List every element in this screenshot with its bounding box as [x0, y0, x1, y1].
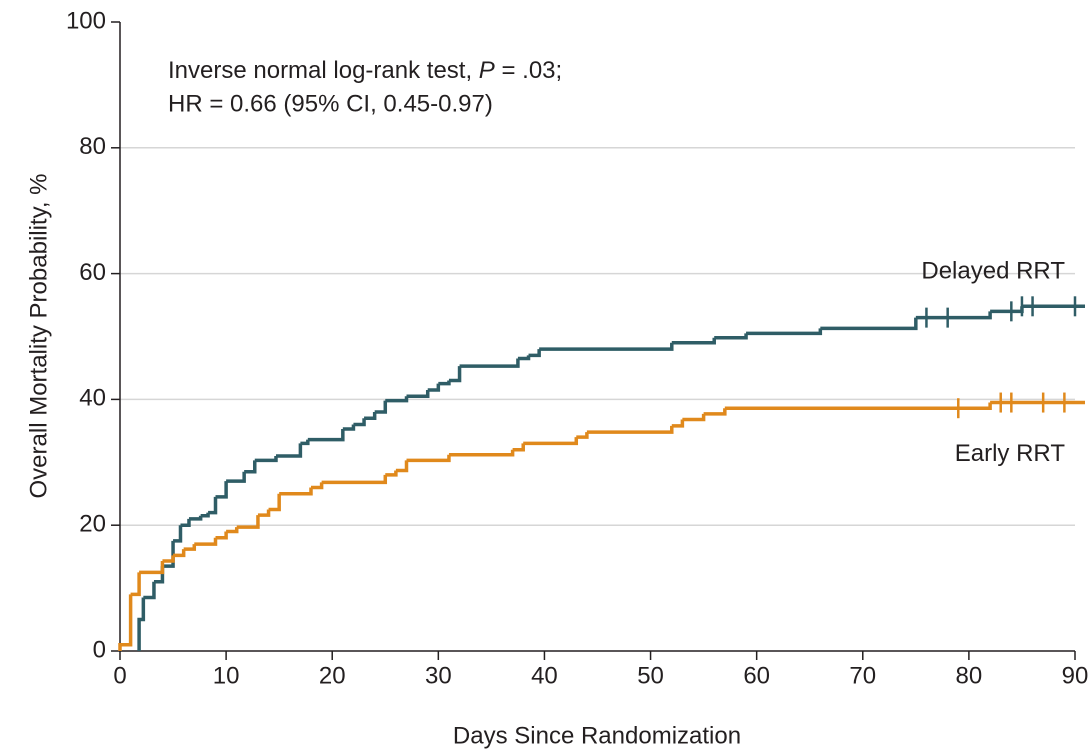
- step-segment: [143, 581, 156, 600]
- step-segment: [990, 306, 1024, 314]
- step-segment: [448, 449, 515, 457]
- step-segment: [385, 470, 398, 477]
- step-segment: [342, 424, 356, 431]
- step-segment: [459, 358, 520, 368]
- step-segment: [364, 411, 377, 421]
- annotation-text: P: [479, 57, 495, 84]
- step-segment: [682, 413, 706, 422]
- x-tick-label: 60: [743, 662, 770, 689]
- step-segment: [438, 380, 451, 386]
- step-segment: [254, 456, 278, 463]
- y-tick-label: 60: [79, 259, 106, 286]
- y-tick-label: 100: [66, 7, 106, 34]
- x-axis-title: Days Since Randomization: [453, 722, 741, 749]
- step-segment: [385, 396, 409, 403]
- step-segment: [395, 460, 409, 473]
- step-segment: [137, 597, 146, 651]
- step-segment: [321, 474, 388, 485]
- step-segment: [374, 400, 388, 414]
- annotation-text: = .03;: [495, 57, 562, 84]
- y-axis-title: Overall Mortality Probability, %: [25, 174, 52, 499]
- y-tick-label: 80: [79, 133, 106, 160]
- step-segment: [215, 531, 228, 540]
- step-segment: [512, 443, 525, 452]
- step-segment: [586, 425, 674, 434]
- step-segment: [406, 389, 430, 399]
- step-segment: [173, 549, 186, 558]
- step-segment: [427, 383, 441, 392]
- annotation: HR = 0.66 (95% CI, 0.45-0.97): [168, 90, 493, 117]
- x-tick-label: 10: [213, 662, 240, 689]
- step-segment: [300, 439, 310, 446]
- x-tick-label: 90: [1062, 662, 1089, 689]
- step-segment: [215, 481, 228, 499]
- step-segment: [162, 555, 175, 563]
- step-segment: [703, 408, 727, 416]
- x-tick-label: 20: [319, 662, 346, 689]
- step-segment: [226, 471, 246, 483]
- step-segment: [671, 337, 716, 345]
- step-segment: [517, 355, 531, 361]
- x-tick-label: 70: [849, 662, 876, 689]
- step-segment: [162, 540, 175, 568]
- step-segment: [118, 594, 133, 651]
- step-segment: [714, 333, 748, 340]
- step-segment: [523, 437, 579, 446]
- step-segment: [236, 515, 260, 529]
- step-segment: [173, 525, 183, 543]
- step-segment: [268, 493, 281, 512]
- x-tick-label: 0: [113, 662, 126, 689]
- step-segment: [576, 432, 589, 439]
- step-segment: [139, 561, 165, 575]
- x-tick-label: 50: [637, 662, 664, 689]
- step-segment: [746, 328, 823, 336]
- annotation-text: Inverse normal log-rank test,: [168, 57, 479, 84]
- step-segment: [194, 537, 218, 546]
- step-segment: [180, 518, 191, 527]
- y-tick-label: 20: [79, 511, 106, 538]
- step-segment: [275, 443, 303, 458]
- step-segment: [279, 487, 313, 496]
- annotation: Inverse normal log-rank test, P = .03;: [168, 57, 562, 84]
- step-segment: [208, 496, 218, 515]
- step-segment: [915, 311, 992, 320]
- y-tick-label: 0: [93, 636, 106, 663]
- step-segment: [244, 460, 257, 474]
- step-segment: [406, 454, 451, 463]
- step-segment: [353, 418, 366, 427]
- step-segment: [226, 527, 239, 534]
- step-segment: [448, 366, 462, 383]
- step-segment: [188, 515, 203, 521]
- step-segment: [539, 342, 674, 351]
- step-segment: [311, 482, 324, 490]
- step-segment: [257, 509, 271, 517]
- step-segment: [671, 419, 685, 428]
- series-label: Early RRT: [955, 440, 1066, 467]
- series-label: Delayed RRT: [921, 258, 1065, 285]
- step-segment: [183, 544, 197, 551]
- step-segment: [724, 402, 992, 410]
- step-segment: [307, 428, 345, 442]
- x-tick-label: 30: [425, 662, 452, 689]
- step-segment: [130, 572, 141, 597]
- step-segment: [528, 349, 541, 358]
- step-segment: [820, 317, 918, 331]
- step-segment: [200, 512, 210, 518]
- y-tick-label: 40: [79, 385, 106, 412]
- x-tick-label: 40: [531, 662, 558, 689]
- x-tick-label: 80: [956, 662, 983, 689]
